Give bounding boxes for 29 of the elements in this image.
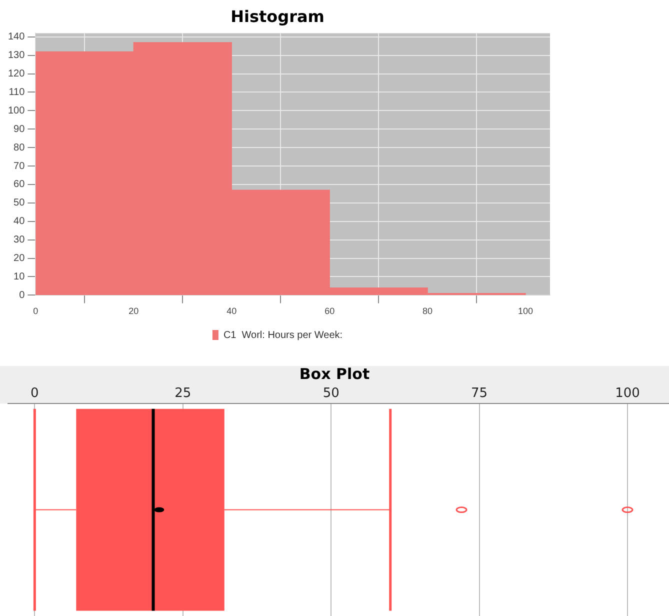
x-tick-label: 60 <box>324 306 335 316</box>
y-tick-label: 0 <box>19 290 26 301</box>
x-tick-label: 25 <box>174 386 192 402</box>
y-tick-label: 100 <box>8 105 26 116</box>
x-tick-label: 0 <box>30 386 39 402</box>
x-tick-label: 40 <box>226 306 237 316</box>
y-tick-label: 30 <box>14 234 26 246</box>
y-tick-label: 70 <box>14 160 26 172</box>
x-tick-label: 20 <box>128 306 139 316</box>
y-tick-label: 110 <box>8 86 26 98</box>
x-tick-label: 80 <box>422 306 433 316</box>
y-tick-label: 60 <box>14 179 26 190</box>
y-tick-label: 140 <box>8 32 26 43</box>
y-tick-label: 130 <box>8 50 26 62</box>
x-tick-label: 50 <box>322 386 340 402</box>
legend-label: C1 Worl: Hours per Week: <box>223 330 343 341</box>
chart-title: Histogram <box>230 6 324 26</box>
y-tick-label: 120 <box>8 68 26 80</box>
y-tick-label: 10 <box>14 272 26 282</box>
y-tick-label: 50 <box>14 198 26 209</box>
y-tick-label: 40 <box>14 216 26 228</box>
x-tick-label: 0 <box>33 306 38 316</box>
y-tick-label: 20 <box>14 253 26 264</box>
y-tick-label: 90 <box>14 124 26 135</box>
x-tick-label: 75 <box>471 386 488 402</box>
y-tick-label: 80 <box>14 142 26 154</box>
x-tick-label: 100 <box>518 306 534 316</box>
chart-title: Box Plot <box>299 364 370 383</box>
x-tick-label: 100 <box>615 386 640 402</box>
